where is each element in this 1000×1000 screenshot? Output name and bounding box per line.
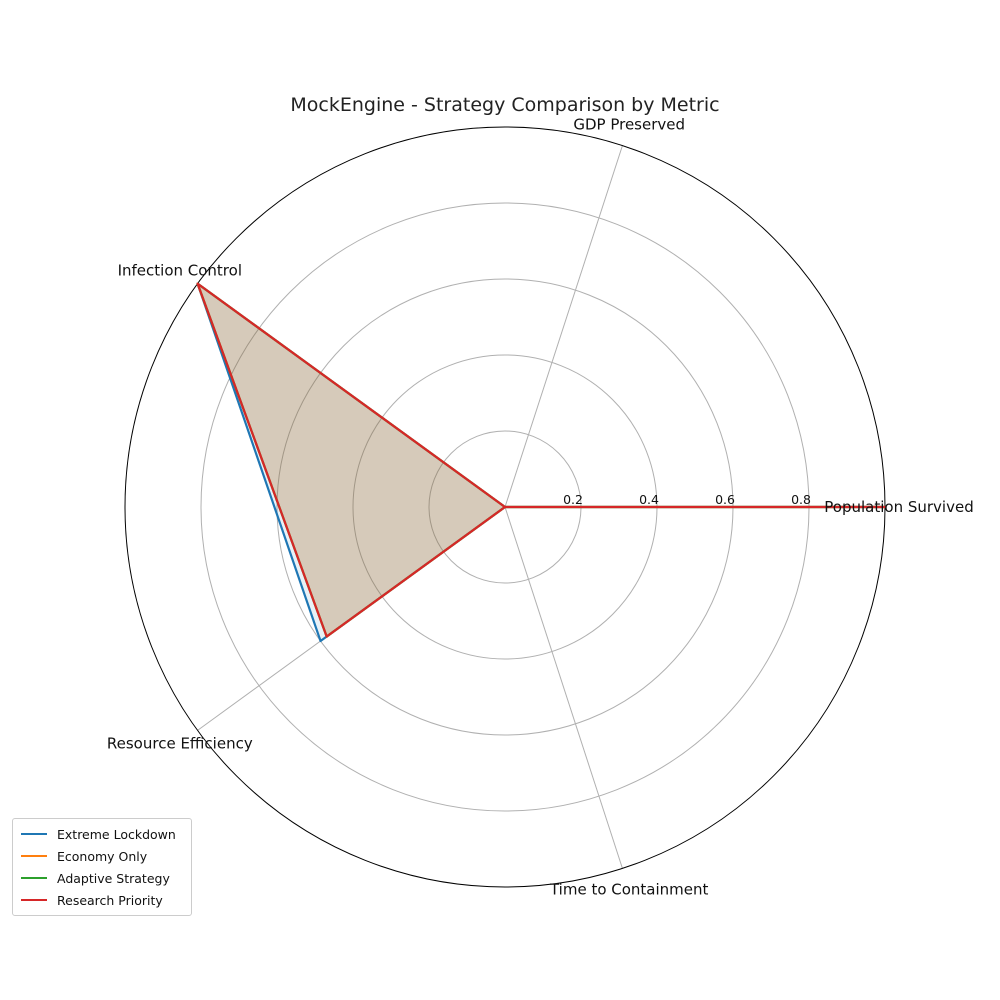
category-label: Resource Efficiency — [107, 734, 253, 752]
category-label: GDP Preserved — [573, 116, 685, 134]
series-fill — [197, 283, 885, 637]
radial-gridline — [504, 145, 623, 508]
radial-tick-label: 0.8 — [791, 492, 811, 507]
radial-tick-label: 0.4 — [639, 492, 659, 507]
category-label: Population Survived — [824, 498, 973, 516]
legend: Extreme Lockdown Economy Only Adaptive Str… — [12, 818, 192, 916]
series-fill — [197, 283, 885, 637]
label-layer: 0.2 0.4 0.6 0.8 Population Survived GDP Prese… — [107, 116, 974, 899]
series-fill — [197, 283, 885, 637]
legend-item: Adaptive Strategy — [21, 867, 183, 889]
legend-swatch — [21, 877, 47, 879]
series-line — [196, 282, 887, 638]
legend-swatch — [21, 855, 47, 857]
legend-item: Economy Only — [21, 845, 183, 867]
radial-tick-label: 0.6 — [715, 492, 735, 507]
radial-gridline — [504, 506, 623, 869]
legend-label: Extreme Lockdown — [57, 826, 176, 842]
legend-swatch — [21, 899, 47, 901]
legend-label: Adaptive Strategy — [57, 870, 170, 886]
category-label: Infection Control — [118, 262, 242, 280]
chart-title: MockEngine - Strategy Comparison by Metr… — [290, 94, 719, 116]
legend-swatch — [21, 833, 47, 835]
legend-item: Extreme Lockdown — [21, 823, 183, 845]
series-fill — [197, 283, 885, 642]
legend-label: Research Priority — [57, 892, 163, 908]
radial-tick-label: 0.2 — [563, 492, 583, 507]
category-label: Time to Containment — [549, 880, 709, 898]
legend-item: Research Priority — [21, 889, 183, 911]
legend-label: Economy Only — [57, 848, 148, 864]
series-layer — [196, 282, 887, 643]
